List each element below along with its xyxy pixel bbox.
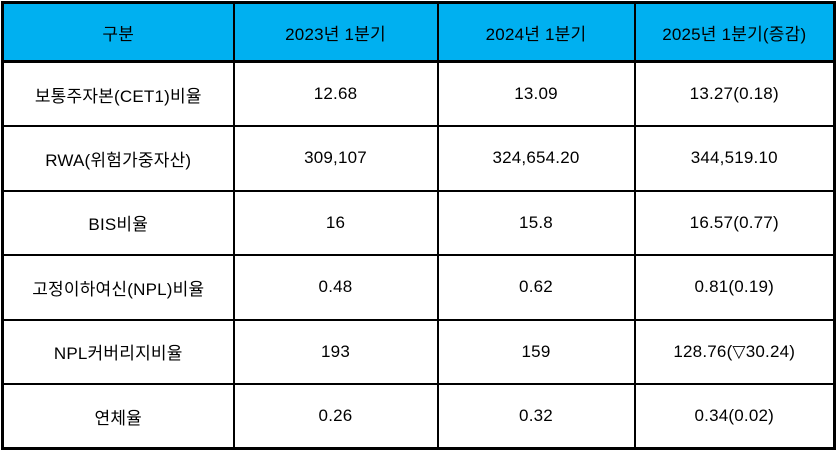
value-cell: 0.48 — [232, 254, 439, 321]
value-cell: 0.62 — [436, 254, 636, 321]
table-row-bis-ratio: BIS비율 16 15.8 16.57(0.77) — [1, 189, 836, 256]
value-cell: 324,654.20 — [436, 125, 636, 192]
value-cell: 15.8 — [436, 189, 636, 256]
value-cell: 193 — [232, 318, 439, 385]
table-row-rwa: RWA(위험가중자산) 309,107 324,654.20 344,519.1… — [1, 125, 836, 192]
table-row-delinquency-rate: 연체율 0.26 0.32 0.34(0.02) — [1, 383, 836, 450]
value-cell: 128.76(▽30.24) — [633, 318, 836, 385]
value-cell: 16.57(0.77) — [633, 189, 836, 256]
table-row-cet1-ratio: 보통주자본(CET1)비율 12.68 13.09 13.27(0.18) — [1, 60, 836, 127]
value-cell: 13.09 — [436, 60, 636, 127]
table-header-row: 구분 2023년 1분기 2024년 1분기 2025년 1분기(증감) — [1, 1, 836, 63]
row-label-cell: NPL커버리지비율 — [1, 318, 235, 385]
row-label-cell: RWA(위험가중자산) — [1, 125, 235, 192]
value-cell: 0.81(0.19) — [633, 254, 836, 321]
value-cell: 12.68 — [232, 60, 439, 127]
row-label-cell: 연체율 — [1, 383, 235, 450]
column-header-2024-q1: 2024년 1분기 — [436, 1, 636, 63]
row-label-cell: BIS비율 — [1, 189, 235, 256]
column-header-2023-q1: 2023년 1분기 — [232, 1, 439, 63]
value-cell: 159 — [436, 318, 636, 385]
value-cell: 344,519.10 — [633, 125, 836, 192]
table-row-npl-ratio: 고정이하여신(NPL)비율 0.48 0.62 0.81(0.19) — [1, 254, 836, 321]
value-cell: 0.26 — [232, 383, 439, 450]
row-label-cell: 보통주자본(CET1)비율 — [1, 60, 235, 127]
table-row-npl-coverage-ratio: NPL커버리지비율 193 159 128.76(▽30.24) — [1, 318, 836, 385]
value-cell: 13.27(0.18) — [633, 60, 836, 127]
value-cell: 0.32 — [436, 383, 636, 450]
column-header-2025-q1-change: 2025년 1분기(증감) — [633, 1, 836, 63]
value-cell: 16 — [232, 189, 439, 256]
row-label-cell: 고정이하여신(NPL)비율 — [1, 254, 235, 321]
value-cell: 309,107 — [232, 125, 439, 192]
value-cell: 0.34(0.02) — [633, 383, 836, 450]
column-header-category: 구분 — [1, 1, 235, 63]
